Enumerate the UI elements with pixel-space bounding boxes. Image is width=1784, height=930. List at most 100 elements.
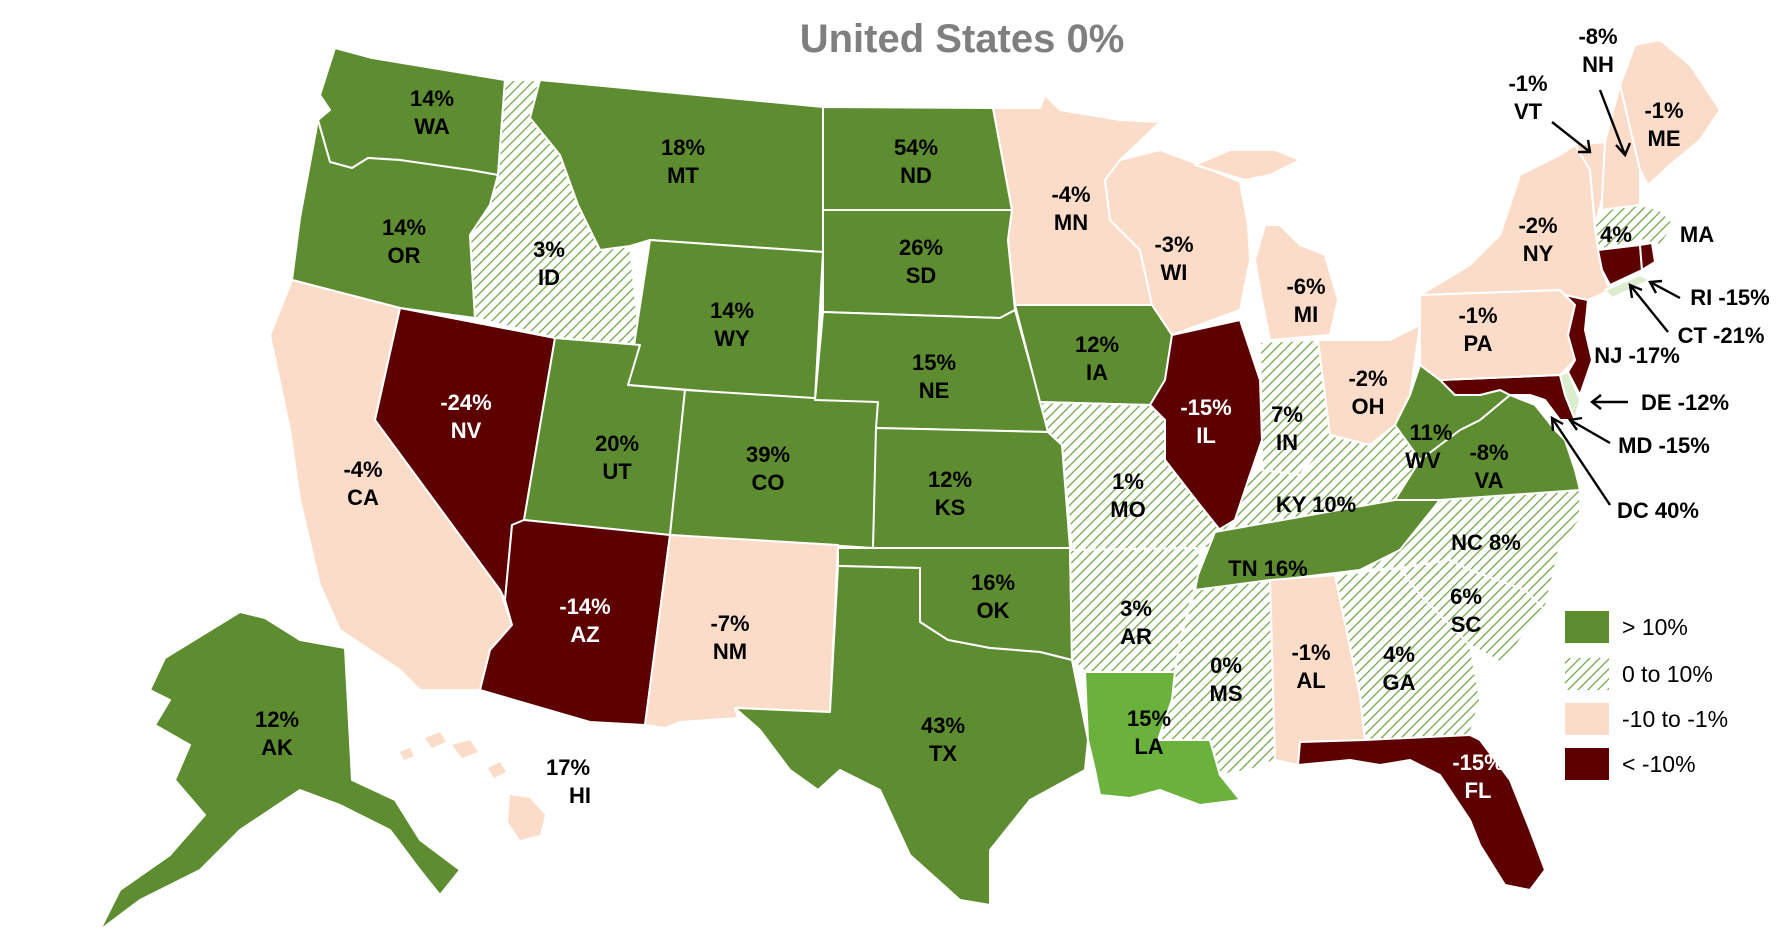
label-ut-pct: 20% — [595, 431, 639, 456]
label-or-abbr: OR — [388, 243, 421, 268]
label-ga-abbr: GA — [1383, 670, 1416, 695]
label-md: MD -15% — [1618, 433, 1710, 458]
state-ct[interactable] — [1597, 244, 1643, 286]
label-id-pct: 3% — [533, 237, 565, 262]
label-wy-abbr: WY — [714, 326, 750, 351]
state-vt[interactable] — [1574, 141, 1606, 226]
label-wa-pct: 14% — [410, 86, 454, 111]
label-nd-abbr: ND — [900, 163, 932, 188]
legend-item-0-10: 0 to 10% — [1565, 658, 1713, 690]
label-ia-abbr: IA — [1086, 360, 1108, 385]
label-ga-pct: 4% — [1383, 642, 1415, 667]
label-mn-abbr: MN — [1054, 210, 1088, 235]
label-al-pct: -1% — [1291, 640, 1330, 665]
label-va-pct: -8% — [1469, 440, 1508, 465]
label-mn-pct: -4% — [1051, 182, 1090, 207]
label-ak-abbr: AK — [261, 735, 293, 760]
state-ak[interactable] — [99, 611, 461, 930]
label-nv-pct: -24% — [440, 390, 491, 415]
arrow-vt — [1551, 121, 1592, 154]
label-la-abbr: LA — [1134, 734, 1163, 759]
label-hi-pct: 17% — [546, 755, 590, 780]
state-me[interactable] — [1619, 39, 1721, 186]
label-vt-pct: -1% — [1508, 71, 1547, 96]
label-ok-pct: 16% — [971, 570, 1015, 595]
label-sc-pct: 6% — [1450, 584, 1482, 609]
arrow-dc — [1550, 415, 1611, 506]
label-nh-pct: -8% — [1578, 24, 1617, 49]
label-oh-pct: -2% — [1348, 366, 1387, 391]
legend-swatch-lt-neg10 — [1565, 748, 1609, 780]
arrow-ri — [1648, 279, 1681, 300]
label-nc: NC 8% — [1451, 530, 1521, 555]
state-hi[interactable] — [400, 732, 545, 840]
label-ks-pct: 12% — [928, 467, 972, 492]
label-wv-pct: 11% — [1410, 420, 1453, 445]
label-ut-abbr: UT — [602, 459, 632, 484]
label-wi-pct: -3% — [1154, 232, 1193, 257]
label-mt-pct: 18% — [661, 135, 705, 160]
state-tx[interactable] — [734, 565, 1089, 906]
label-ny-abbr: NY — [1523, 241, 1554, 266]
state-wa[interactable] — [317, 47, 506, 176]
label-az-abbr: AZ — [570, 622, 599, 647]
label-al-abbr: AL — [1296, 668, 1325, 693]
label-pa-abbr: PA — [1464, 331, 1493, 356]
state-ma[interactable] — [1594, 204, 1676, 251]
label-tx-pct: 43% — [921, 713, 965, 738]
label-il-pct: -15% — [1180, 395, 1231, 420]
legend: > 10% 0 to 10% -10 to -1% < -10% — [1565, 611, 1728, 780]
label-tx-abbr: TX — [929, 741, 957, 766]
label-nv-abbr: NV — [451, 418, 482, 443]
label-in-abbr: IN — [1276, 430, 1298, 455]
legend-swatch-0-10 — [1565, 658, 1609, 690]
state-fl[interactable] — [1297, 734, 1546, 891]
label-ak-pct: 12% — [255, 707, 299, 732]
label-me-abbr: ME — [1648, 126, 1681, 151]
state-de[interactable] — [1559, 371, 1581, 421]
label-nm-abbr: NM — [713, 639, 747, 664]
label-co-abbr: CO — [752, 470, 785, 495]
label-dc: DC 40% — [1617, 498, 1699, 523]
callout-arrows — [1550, 89, 1681, 506]
label-ca-abbr: CA — [347, 485, 379, 510]
label-pa-pct: -1% — [1458, 303, 1497, 328]
label-sd-pct: 26% — [899, 235, 943, 260]
label-id-abbr: ID — [538, 265, 560, 290]
label-ma-abbr: MA — [1680, 222, 1714, 247]
legend-item-gt10: > 10% — [1565, 611, 1688, 643]
label-nd-pct: 54% — [894, 135, 938, 160]
state-ny[interactable] — [1419, 144, 1611, 301]
arrow-nh — [1598, 89, 1632, 158]
label-fl-pct: -15% — [1452, 750, 1503, 775]
map-title: United States 0% — [800, 17, 1125, 61]
label-vt-abbr: VT — [1514, 99, 1543, 124]
state-ri[interactable] — [1639, 242, 1656, 271]
label-nj: NJ -17% — [1594, 343, 1680, 368]
state-co[interactable] — [669, 389, 879, 549]
state-nj[interactable] — [1564, 294, 1593, 396]
label-mo-pct: 1% — [1112, 469, 1144, 494]
legend-label-0-10: 0 to 10% — [1622, 661, 1713, 687]
label-fl-abbr: FL — [1465, 778, 1492, 803]
label-il-abbr: IL — [1196, 423, 1216, 448]
label-ar-abbr: AR — [1120, 624, 1152, 649]
label-hi-abbr: HI — [569, 783, 591, 808]
label-ma-pct: 4% — [1600, 222, 1632, 247]
label-sc-abbr: SC — [1451, 612, 1482, 637]
label-ks-abbr: KS — [935, 495, 966, 520]
legend-item-lt-neg10: < -10% — [1565, 748, 1696, 780]
legend-swatch-gt10 — [1565, 611, 1609, 643]
state-mi[interactable] — [1194, 149, 1339, 341]
label-mi-abbr: MI — [1294, 302, 1318, 327]
states — [99, 39, 1721, 930]
label-mt-abbr: MT — [667, 163, 699, 188]
label-wv-abbr: WV — [1405, 448, 1441, 473]
legend-item-neg10-neg1: -10 to -1% — [1565, 703, 1728, 735]
label-nh-abbr: NH — [1582, 52, 1614, 77]
legend-label-lt-neg10: < -10% — [1622, 751, 1696, 777]
label-mo-abbr: MO — [1110, 497, 1145, 522]
label-sd-abbr: SD — [906, 263, 937, 288]
label-ms-abbr: MS — [1210, 681, 1243, 706]
label-az-pct: -14% — [559, 594, 610, 619]
